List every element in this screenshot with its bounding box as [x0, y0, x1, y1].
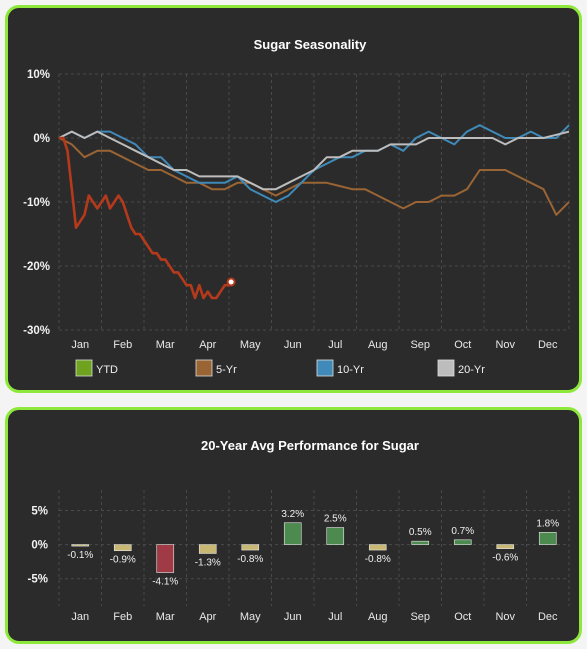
legend-item-5-yr[interactable]: 5-Yr: [195, 359, 237, 377]
bar-feb[interactable]: [113, 544, 132, 552]
x-tick-label: Nov: [495, 611, 515, 623]
avg-performance-chart: 20-Year Avg Performance for Sugar 5% 0% -5…: [28, 438, 570, 623]
data-label: 0.7%: [451, 526, 474, 537]
bar-jun[interactable]: [283, 522, 302, 545]
legend-item-20-yr[interactable]: 20-Yr: [437, 359, 485, 377]
y-tick-label: 0%: [33, 133, 50, 145]
x-tick-label: Oct: [454, 611, 471, 623]
y-tick-label: -20%: [23, 261, 50, 273]
legend-label: 20-Yr: [458, 364, 485, 376]
y-tick-label: -10%: [23, 197, 50, 209]
x-tick-label: Jun: [284, 611, 302, 623]
bar-oct[interactable]: [453, 539, 472, 545]
x-tick-label: Jul: [328, 611, 342, 623]
avg-performance-panel: 20-Year Avg Performance for Sugar 5% 0% -5…: [5, 407, 582, 644]
x-tick-label: Dec: [538, 339, 558, 351]
y-tick-label: -5%: [28, 574, 48, 586]
data-label: -0.9%: [110, 555, 136, 566]
series-line-5-yr: [58, 137, 570, 216]
series-line-ytd: [59, 136, 233, 300]
bar-may[interactable]: [241, 544, 260, 551]
x-tick-label: Oct: [454, 339, 471, 351]
x-tick-label: Jun: [284, 339, 302, 351]
data-label: 1.8%: [536, 518, 559, 529]
x-tick-label: May: [240, 611, 261, 623]
bar-nov[interactable]: [496, 544, 515, 549]
x-tick-label: Apr: [199, 339, 216, 351]
y-tick-label: 5%: [31, 505, 48, 517]
x-tick-label: Jan: [71, 339, 89, 351]
legend-label: 5-Yr: [216, 364, 237, 376]
data-label: -1.3%: [195, 557, 221, 568]
series-line-20-yr: [58, 130, 570, 191]
x-tick-label: Sep: [410, 611, 430, 623]
bar-dec[interactable]: [538, 532, 557, 545]
y-tick-label: 0%: [31, 540, 48, 552]
x-tick-label: Mar: [156, 611, 175, 623]
x-tick-label: Aug: [368, 611, 388, 623]
chart-title: Sugar Seasonality: [254, 37, 367, 52]
x-tick-label: Apr: [199, 611, 216, 623]
x-tick-label: Nov: [495, 339, 515, 351]
data-label: -0.6%: [492, 553, 518, 564]
bar-jan[interactable]: [71, 544, 90, 547]
bar-aug[interactable]: [368, 544, 387, 551]
ytd-latest-point: [226, 277, 236, 287]
legend-swatch: [437, 359, 455, 377]
y-tick-label: 10%: [27, 69, 50, 81]
legend-swatch: [316, 359, 334, 377]
legend-label: YTD: [96, 364, 118, 376]
x-tick-label: Dec: [538, 611, 558, 623]
legend-item-ytd[interactable]: YTD: [75, 359, 118, 377]
seasonality-chart: Sugar Seasonality 10% 0% -10% -20% -30% Jan Fe…: [23, 37, 570, 377]
x-tick-label: May: [240, 339, 261, 351]
seasonality-panel: Sugar Seasonality 10% 0% -10% -20% -30% Jan Fe…: [5, 5, 582, 393]
bar-jul[interactable]: [326, 527, 345, 545]
data-label: 0.5%: [409, 527, 432, 538]
x-tick-label: Sep: [410, 339, 430, 351]
x-tick-label: Mar: [156, 339, 175, 351]
legend-label: 10-Yr: [337, 364, 364, 376]
data-label: 3.2%: [281, 509, 304, 520]
data-label: 2.5%: [324, 514, 347, 525]
data-label: -0.8%: [365, 554, 391, 565]
data-label: -0.8%: [237, 554, 263, 565]
data-label: -0.1%: [67, 550, 93, 561]
bar-mar[interactable]: [156, 544, 175, 573]
chart-title: 20-Year Avg Performance for Sugar: [201, 438, 419, 453]
x-tick-label: Aug: [368, 339, 388, 351]
legend-swatch: [75, 359, 93, 377]
bar-sep[interactable]: [411, 540, 430, 545]
legend-item-10-yr[interactable]: 10-Yr: [316, 359, 364, 377]
x-tick-label: Feb: [113, 611, 132, 623]
y-tick-label: -30%: [23, 325, 50, 337]
data-label: -4.1%: [152, 577, 178, 588]
bar-apr[interactable]: [198, 544, 217, 554]
x-tick-label: Jul: [328, 339, 342, 351]
legend-swatch: [195, 359, 213, 377]
x-tick-label: Jan: [71, 611, 89, 623]
x-tick-label: Feb: [113, 339, 132, 351]
